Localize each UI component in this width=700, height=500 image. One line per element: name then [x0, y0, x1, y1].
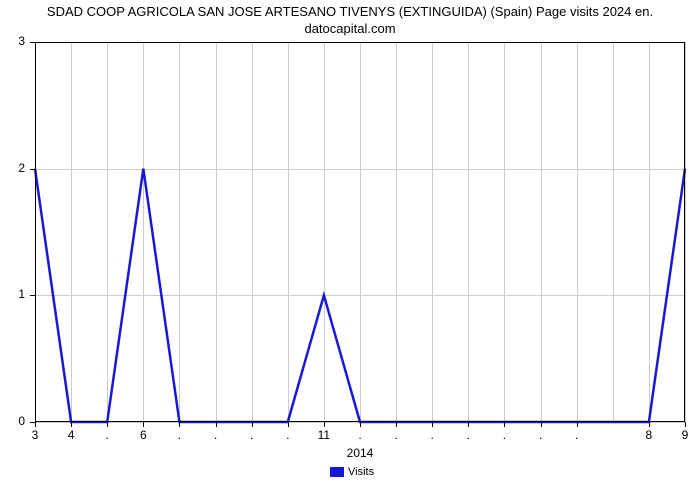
x-tick-label: 3: [32, 428, 39, 442]
chart-container: SDAD COOP AGRICOLA SAN JOSE ARTESANO TIV…: [0, 0, 700, 500]
legend-label: Visits: [348, 466, 374, 478]
x-tick: [35, 422, 36, 427]
x-tick-label: .: [286, 428, 289, 442]
x-tick: [649, 422, 650, 427]
y-tick-label: 2: [0, 161, 25, 175]
x-tick: [179, 422, 180, 427]
x-tick: [468, 422, 469, 427]
x-tick: [685, 422, 686, 427]
x-tick-label: .: [106, 428, 109, 442]
x-tick-label: 6: [140, 428, 147, 442]
x-tick-label: 9: [682, 428, 689, 442]
x-axis-title: 2014: [35, 446, 685, 460]
y-tick-label: 0: [0, 414, 25, 428]
y-tick: [30, 169, 35, 170]
legend-swatch: [330, 467, 344, 477]
y-tick: [30, 295, 35, 296]
x-tick: [216, 422, 217, 427]
x-tick: [288, 422, 289, 427]
x-tick: [143, 422, 144, 427]
x-tick: [504, 422, 505, 427]
x-tick-label: 8: [646, 428, 653, 442]
y-tick-label: 1: [0, 287, 25, 301]
x-tick-label: .: [358, 428, 361, 442]
legend: Visits: [330, 466, 374, 478]
x-tick: [541, 422, 542, 427]
x-tick: [71, 422, 72, 427]
x-tick-label: .: [431, 428, 434, 442]
x-tick-label: .: [394, 428, 397, 442]
x-tick: [432, 422, 433, 427]
x-tick: [324, 422, 325, 427]
x-tick-label: 11: [318, 428, 330, 442]
x-tick: [107, 422, 108, 427]
y-tick: [30, 42, 35, 43]
x-tick-label: .: [539, 428, 542, 442]
x-tick-label: .: [214, 428, 217, 442]
x-tick-label: .: [503, 428, 506, 442]
visits-polyline: [35, 169, 685, 422]
visits-line-series: [0, 0, 700, 500]
x-tick-label: .: [575, 428, 578, 442]
x-tick: [577, 422, 578, 427]
x-tick-label: .: [250, 428, 253, 442]
x-tick-label: 4: [68, 428, 75, 442]
x-tick: [396, 422, 397, 427]
x-tick: [252, 422, 253, 427]
y-tick-label: 3: [0, 34, 25, 48]
x-tick-label: .: [178, 428, 181, 442]
x-tick: [360, 422, 361, 427]
x-tick-label: .: [467, 428, 470, 442]
